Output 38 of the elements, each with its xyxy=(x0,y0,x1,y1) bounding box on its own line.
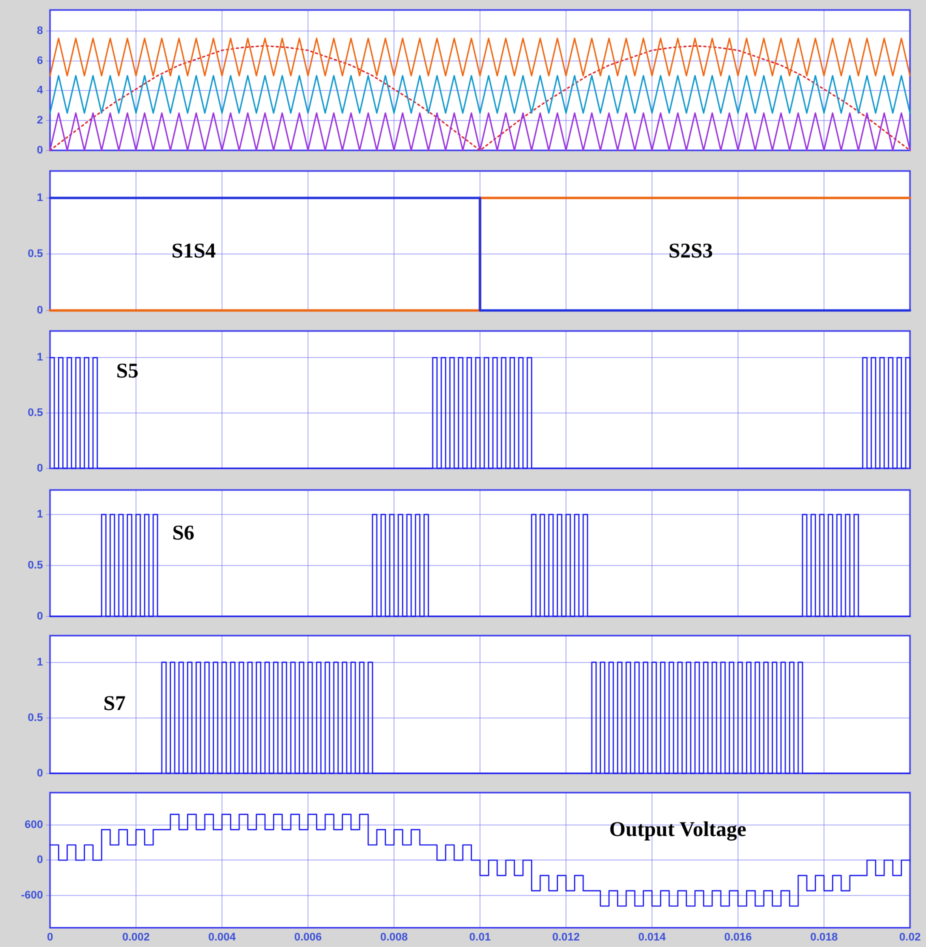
x-tick-label: 0.006 xyxy=(294,931,322,944)
y-tick-label: -600 xyxy=(20,890,43,902)
x-tick-label: 0.014 xyxy=(638,931,667,944)
y-tick-label: 600 xyxy=(24,818,43,831)
y-tick-label: 1 xyxy=(36,656,43,668)
annotation: S5 xyxy=(116,358,138,383)
y-tick-label: 0 xyxy=(36,767,43,780)
annotation: S6 xyxy=(172,520,194,545)
x-tick-label: 0.008 xyxy=(380,931,408,944)
y-tick-label: 0 xyxy=(36,462,43,474)
x-tick-label: 0.02 xyxy=(899,931,921,944)
y-tick-label: 1 xyxy=(36,508,43,520)
y-tick-label: 0 xyxy=(36,610,43,622)
y-tick-label: 1 xyxy=(36,352,43,364)
y-tick-label: 8 xyxy=(36,24,43,37)
annotation: Output Voltage xyxy=(609,816,746,841)
y-tick-label: 0.5 xyxy=(28,407,43,420)
y-tick-label: 0 xyxy=(36,854,43,866)
x-tick-label: 0.004 xyxy=(208,931,237,944)
y-tick-label: 1 xyxy=(36,192,43,204)
x-tick-label: 0.016 xyxy=(724,931,752,944)
annotation: S7 xyxy=(103,690,126,715)
y-tick-label: 6 xyxy=(36,54,43,67)
x-tick-label: 0.018 xyxy=(810,931,838,944)
x-tick-label: 0 xyxy=(46,931,54,944)
y-tick-label: 2 xyxy=(36,114,43,127)
annotation: S2S3 xyxy=(668,238,713,262)
x-tick-label: 0.01 xyxy=(469,931,491,944)
y-tick-label: 0.5 xyxy=(28,712,43,724)
y-tick-label: 0 xyxy=(36,144,43,156)
annotation: S1S4 xyxy=(171,238,216,262)
y-tick-label: 0.5 xyxy=(28,248,43,260)
y-tick-label: 0 xyxy=(36,304,43,316)
y-tick-label: 4 xyxy=(36,84,44,97)
y-tick-label: 0.5 xyxy=(28,559,43,572)
x-tick-label: 0.002 xyxy=(122,931,150,944)
line-series xyxy=(49,45,911,152)
x-tick-label: 0.012 xyxy=(552,931,580,944)
